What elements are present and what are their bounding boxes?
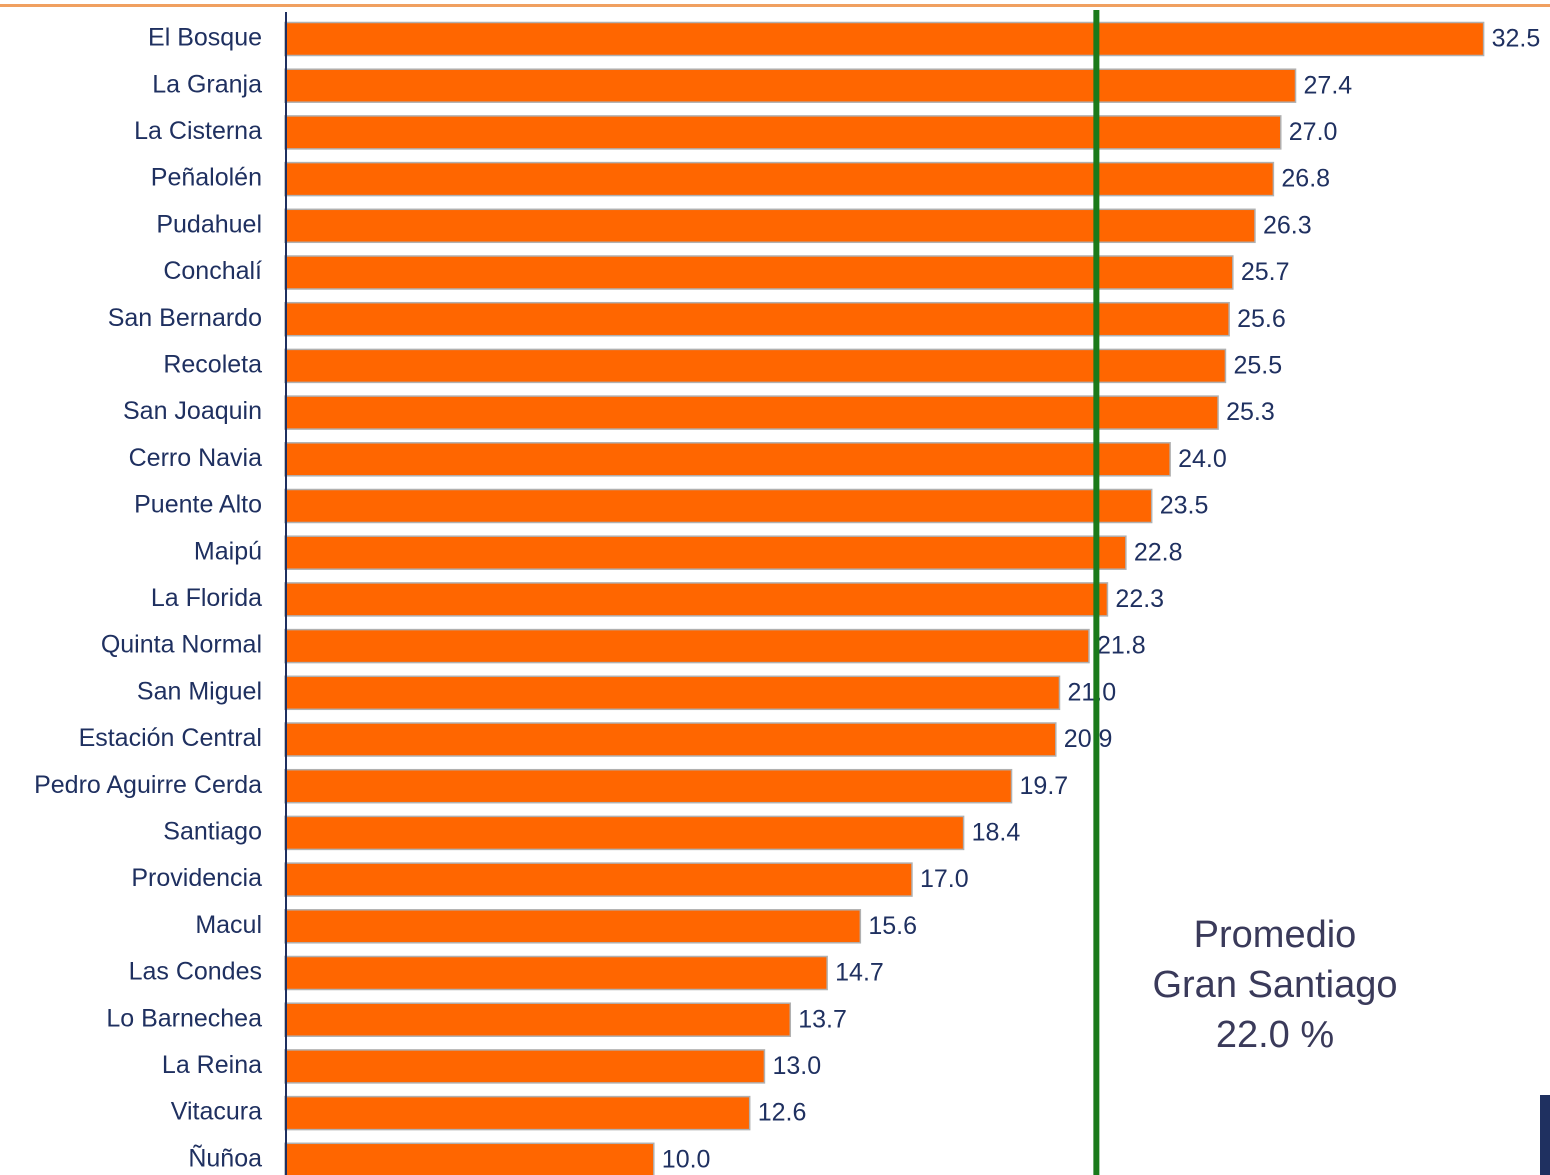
annotation: Promedio [1194, 914, 1357, 956]
bar [284, 535, 1127, 570]
value-label: 18.4 [972, 819, 1021, 847]
category-label: Pudahuel [156, 210, 262, 238]
category-label: Lo Barnechea [106, 1004, 262, 1032]
category-label: Las Condes [129, 958, 262, 986]
category-label: San Bernardo [108, 304, 262, 332]
category-label: Macul [195, 911, 262, 939]
value-label: 24.0 [1178, 445, 1227, 473]
value-label: 12.6 [758, 1099, 807, 1127]
bar [284, 301, 1230, 337]
category-label: La Florida [151, 584, 262, 612]
bar [284, 68, 1297, 103]
bar [284, 208, 1256, 244]
value-label: 13.0 [772, 1052, 821, 1080]
top-rule [0, 4, 1550, 7]
value-label: 20.9 [1064, 725, 1113, 753]
category-label: Puente Alto [134, 491, 262, 519]
category-label: San Miguel [137, 677, 262, 705]
category-label: Maipú [194, 537, 262, 565]
bar [284, 628, 1090, 664]
category-label: Estación Central [79, 724, 262, 752]
bar [284, 815, 965, 851]
annotation: Gran Santiago [1152, 964, 1397, 1006]
bar [284, 1142, 655, 1175]
category-label: Cerro Navia [129, 444, 262, 472]
bar [284, 862, 913, 897]
value-label: 25.7 [1241, 258, 1290, 286]
bar [284, 909, 862, 944]
bar [284, 348, 1227, 384]
category-label: El Bosque [148, 24, 262, 52]
category-label: Quinta Normal [101, 631, 262, 659]
bar [284, 722, 1057, 757]
category-label: La Granja [152, 70, 262, 98]
value-label: 21.8 [1097, 632, 1146, 660]
value-label: 32.5 [1492, 25, 1541, 53]
bar [284, 675, 1061, 711]
value-label: 23.5 [1160, 492, 1209, 520]
bar [284, 1049, 766, 1084]
category-label: Santiago [163, 818, 262, 846]
category-label: La Reina [162, 1051, 262, 1079]
value-label: 19.7 [1020, 772, 1069, 800]
bar [284, 1002, 792, 1037]
bar [284, 395, 1219, 430]
value-label: 13.7 [798, 1005, 847, 1033]
value-label: 25.5 [1233, 352, 1282, 380]
bar [284, 768, 1013, 804]
value-label: 27.4 [1304, 71, 1353, 99]
bar [284, 21, 1485, 57]
value-label: 10.0 [662, 1145, 711, 1173]
value-label: 27.0 [1289, 118, 1338, 146]
value-label: 17.0 [920, 865, 969, 893]
bar [284, 442, 1171, 477]
annotation: 22.0 % [1216, 1014, 1334, 1056]
bar [284, 955, 828, 991]
value-label: 26.3 [1263, 211, 1312, 239]
value-label: 26.8 [1281, 165, 1330, 193]
value-label: 22.3 [1115, 585, 1164, 613]
category-label: La Cisterna [134, 117, 262, 145]
value-label: 21.0 [1067, 678, 1116, 706]
category-label: San Joaquin [123, 397, 262, 425]
value-label: 25.6 [1237, 305, 1286, 333]
category-label: Providencia [131, 864, 262, 892]
bar [284, 488, 1153, 524]
bar [284, 582, 1109, 617]
value-label: 22.8 [1134, 538, 1183, 566]
category-label: Pedro Aguirre Cerda [34, 771, 262, 799]
bar [284, 255, 1234, 290]
category-label: Vitacura [171, 1098, 262, 1126]
value-label: 25.3 [1226, 398, 1275, 426]
category-label: Recoleta [163, 351, 262, 379]
value-label: 15.6 [868, 912, 917, 940]
corner-block [1540, 1095, 1550, 1175]
bar [284, 115, 1282, 150]
value-label: 14.7 [835, 959, 884, 987]
category-label: Ñuñoa [188, 1143, 262, 1172]
bar [284, 161, 1275, 197]
bar [284, 1095, 751, 1131]
category-label: Peñalolén [151, 164, 262, 192]
category-label: Conchalí [163, 257, 262, 285]
